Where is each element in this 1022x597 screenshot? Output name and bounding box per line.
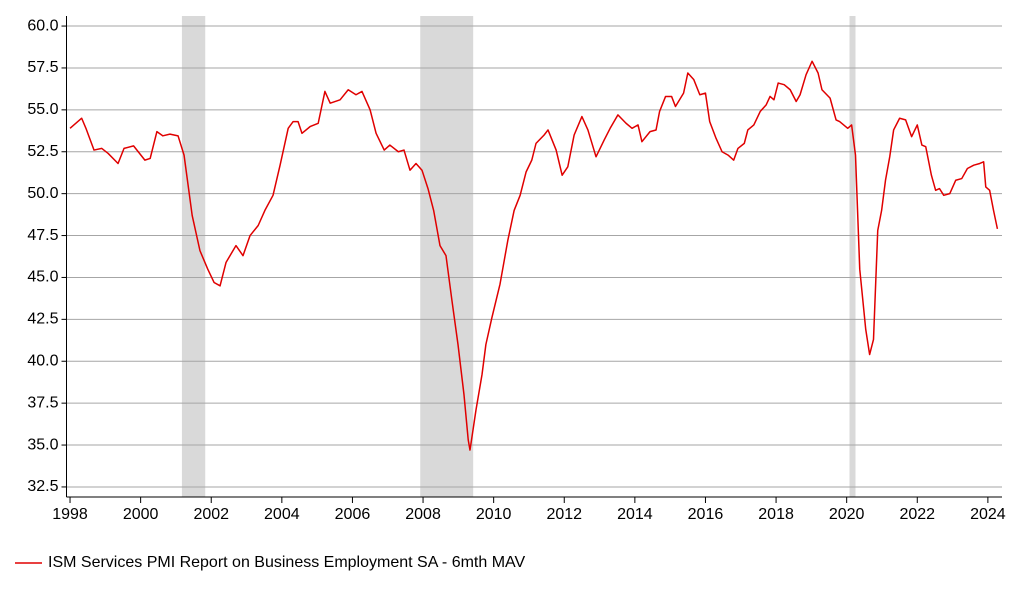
- y-tick-label: 57.5: [27, 59, 58, 76]
- recession-band: [849, 16, 856, 497]
- y-tick-label: 47.5: [27, 227, 58, 244]
- x-tick-label: 2002: [193, 506, 229, 523]
- x-tick-label: 2020: [829, 506, 865, 523]
- y-tick-label: 42.5: [27, 311, 58, 328]
- x-tick-label: 2016: [688, 506, 724, 523]
- y-tick-label: 55.0: [27, 101, 58, 118]
- x-tick-label: 2018: [758, 506, 794, 523]
- x-tick-label: 2006: [335, 506, 371, 523]
- y-tick-label: 60.0: [27, 17, 58, 34]
- x-tick-label: 2024: [970, 506, 1006, 523]
- recession-band: [181, 16, 206, 497]
- y-tick-label: 52.5: [27, 143, 58, 160]
- x-tick-label: 1998: [52, 506, 88, 523]
- y-tick-label: 50.0: [27, 185, 58, 202]
- x-tick-label: 2012: [546, 506, 582, 523]
- y-tick-label: 40.0: [27, 352, 58, 369]
- x-tick-label: 2010: [476, 506, 512, 523]
- x-tick-label: 2004: [264, 506, 300, 523]
- x-tick-label: 2000: [123, 506, 159, 523]
- y-tick-label: 32.5: [27, 478, 58, 495]
- x-tick-label: 2014: [617, 506, 653, 523]
- legend-label: ISM Services PMI Report on Business Empl…: [48, 554, 526, 571]
- y-tick-label: 35.0: [27, 436, 58, 453]
- x-tick-label: 2008: [405, 506, 441, 523]
- x-tick-label: 2022: [899, 506, 935, 523]
- line-series: [69, 60, 999, 451]
- y-tick-label: 37.5: [27, 394, 58, 411]
- y-tick-label: 45.0: [27, 269, 58, 286]
